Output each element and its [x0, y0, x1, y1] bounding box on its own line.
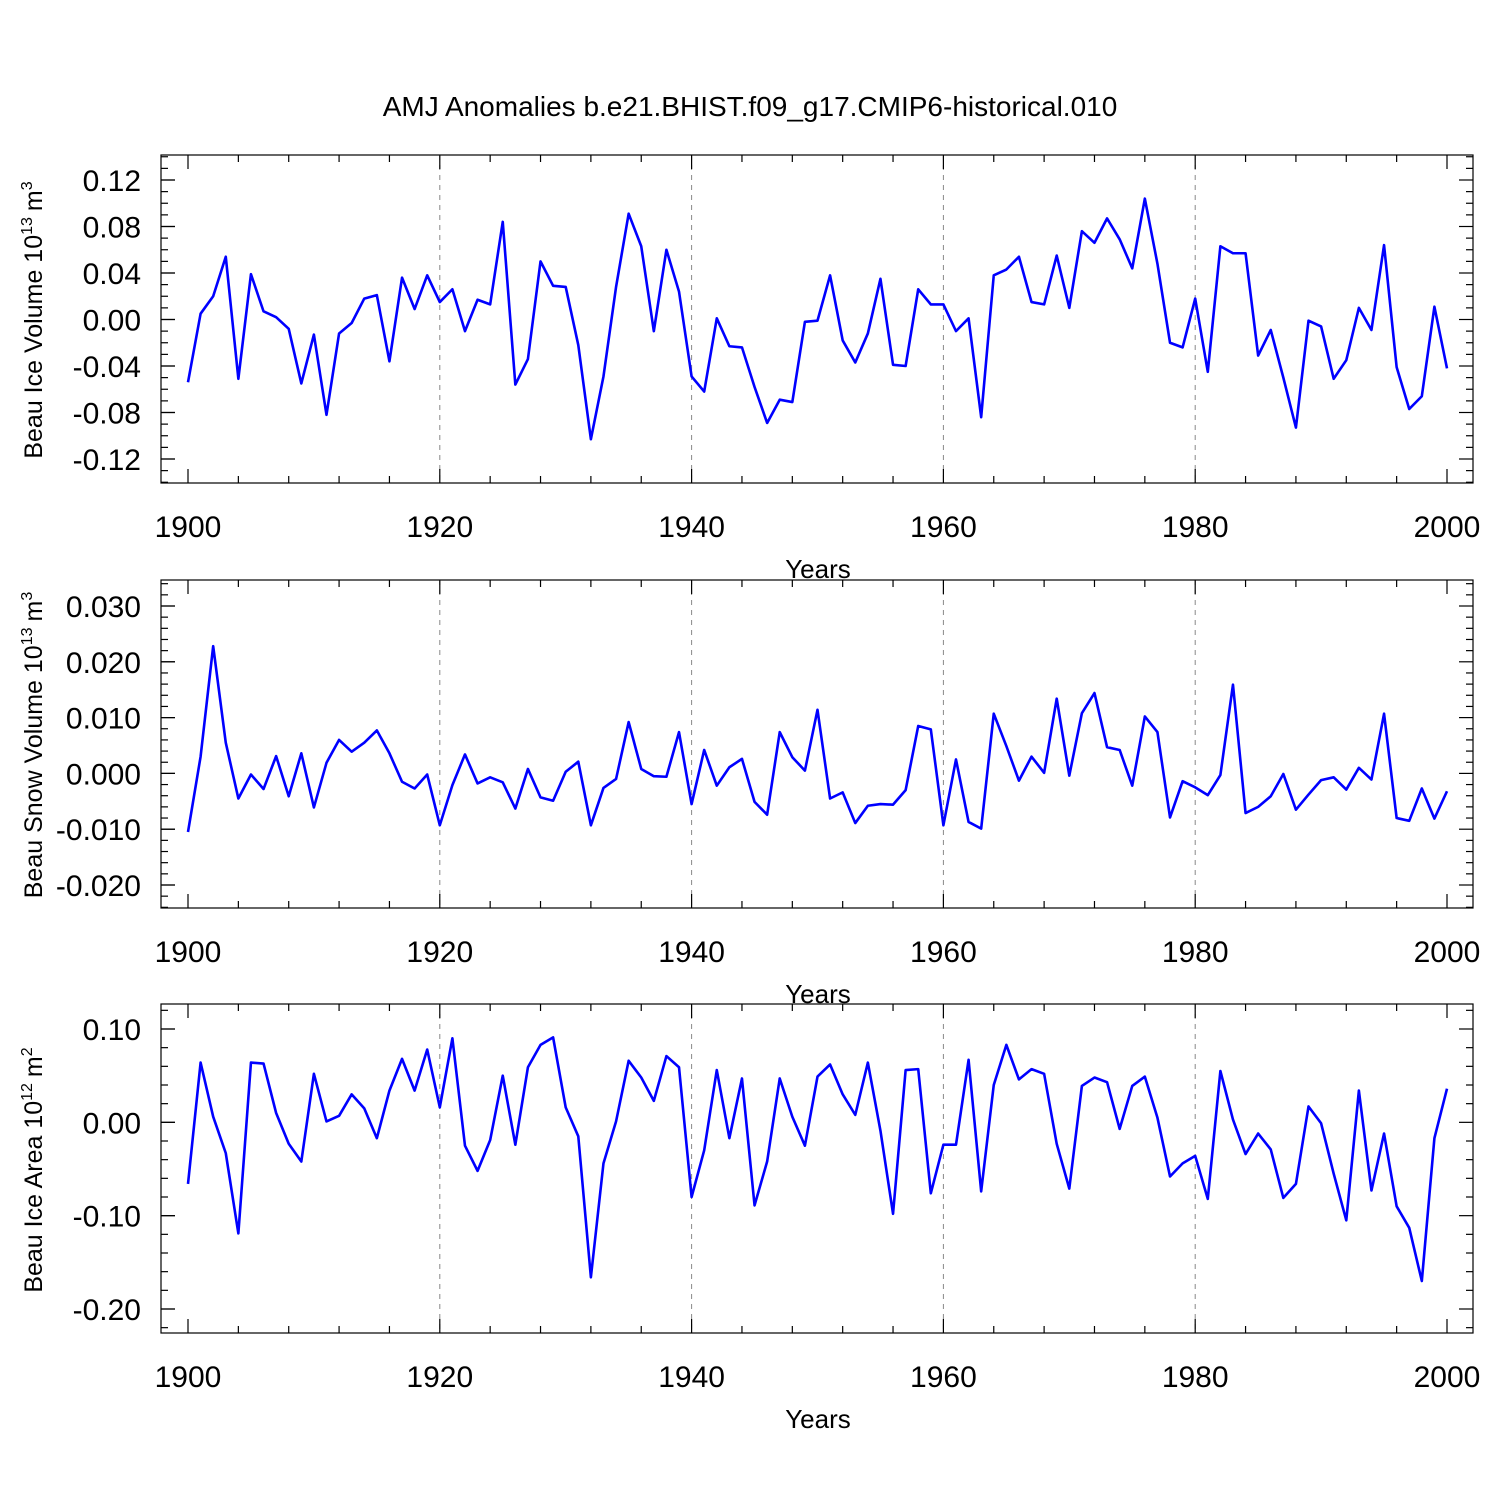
x-tick-label: 1900 [155, 1361, 222, 1394]
y-tick-label: 0.10 [83, 1014, 141, 1047]
y-tick-label: 0.00 [83, 1107, 141, 1140]
y-axis-label: Beau Ice Volume 1013m3 [19, 181, 48, 458]
x-tick-label: 1900 [155, 511, 222, 544]
x-tick-label: 2000 [1414, 936, 1481, 969]
x-tick-label: 1920 [406, 936, 473, 969]
x-tick-label: 1920 [406, 511, 473, 544]
x-tick-label: 2000 [1414, 1361, 1481, 1394]
x-tick-label: 1940 [658, 936, 725, 969]
chart-title: AMJ Anomalies b.e21.BHIST.f09_g17.CMIP6-… [383, 91, 1118, 122]
ice-area-panel: 1900 1920 1940 1960 1980 2000 Years -0.20 -0.10 0… [19, 1003, 1481, 1434]
ice-area-series-line [186, 1036, 1449, 1283]
y-tick-label: 0.00 [83, 305, 141, 338]
y-tick-label: -0.20 [73, 1294, 141, 1327]
y-tick-label: 0.020 [66, 647, 141, 680]
y-axis-label: Beau Ice Area 1012m2 [19, 1047, 48, 1292]
y-tick-label: 0.12 [83, 165, 141, 198]
y-tick-label: 0.08 [83, 212, 141, 245]
ice-volume-series-line [186, 197, 1449, 441]
y-tick-label: -0.010 [56, 814, 141, 847]
x-tick-label: 2000 [1414, 511, 1481, 544]
y-tick-label: -0.04 [73, 351, 141, 384]
x-tick-label: 1980 [1162, 1361, 1229, 1394]
y-tick-label: -0.10 [73, 1201, 141, 1234]
x-tick-label: 1960 [910, 1361, 977, 1394]
y-tick-label: 0.030 [66, 591, 141, 624]
x-axis-label: Years [785, 554, 851, 584]
y-axis-label: Beau Snow Volume 1013m3 [19, 592, 48, 899]
x-tick-label: 1940 [658, 511, 725, 544]
x-axis-label: Years [785, 1404, 851, 1434]
y-tick-label: 0.010 [66, 703, 141, 736]
x-tick-label: 1980 [1162, 511, 1229, 544]
y-tick-label: 0.04 [83, 258, 141, 291]
x-tick-label: 1900 [155, 936, 222, 969]
y-tick-label: -0.020 [56, 870, 141, 903]
snow-volume-panel: 1900 1920 1940 1960 1980 2000Years-0.020-0.01… [19, 579, 1481, 1009]
plot-frame [160, 1003, 1474, 1334]
plot-frame [160, 579, 1474, 909]
x-tick-label: 1940 [658, 1361, 725, 1394]
y-tick-label: 0.000 [66, 758, 141, 791]
y-tick-label: -0.08 [73, 398, 141, 431]
y-tick-label: -0.12 [73, 444, 141, 477]
snow-volume-series-line [186, 644, 1449, 833]
x-tick-label: 1980 [1162, 936, 1229, 969]
x-tick-label: 1960 [910, 511, 977, 544]
x-tick-label: 1920 [406, 1361, 473, 1394]
ice-volume-panel: 1900 1920 1940 1960 1980 2000 Years -0.12 -0.08 -… [19, 154, 1481, 584]
x-tick-label: 1960 [910, 936, 977, 969]
